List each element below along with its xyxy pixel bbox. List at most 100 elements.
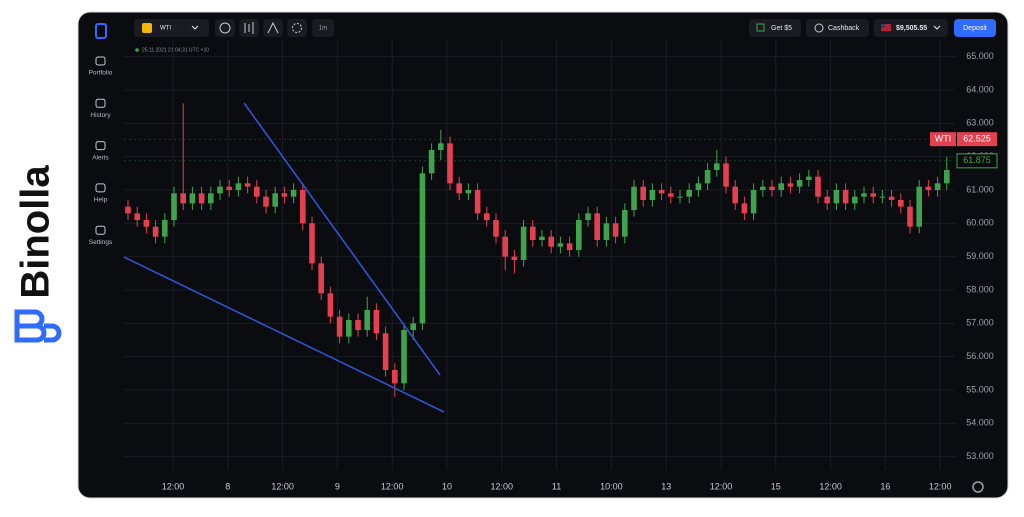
y-tick-label: 53.000 [966,451,994,461]
x-tick-label: 12:00 [819,481,842,491]
flag-canton [881,24,885,28]
candle-body [281,193,288,197]
nav-label[interactable]: Help [94,197,108,204]
candle-body [576,220,582,250]
candle-body [815,176,821,197]
timeframe-button[interactable] [312,19,334,37]
candle-body [695,183,702,190]
candle-body [898,200,904,207]
candle-body [244,183,251,187]
candle-body [787,183,794,187]
candle-body [125,206,131,214]
brand-icon [14,309,62,343]
candle-body [806,176,812,180]
candle-body [217,186,223,194]
candle-body [557,243,564,247]
asset-selector[interactable] [134,19,209,37]
balance-button[interactable] [874,19,948,37]
candle-body [852,196,858,204]
candle-body [723,163,729,187]
x-tick-label: 12:00 [929,481,952,491]
candle-body [861,193,867,197]
candle-body [640,186,646,200]
nav-icon [95,225,106,235]
price-tag: 61.875 [963,155,991,165]
nav-label[interactable]: Alerts [92,154,109,161]
x-tick-label: 12:00 [491,481,514,491]
y-tick-label: 64.000 [966,84,994,94]
y-tick-label: 65.000 [966,51,994,61]
info-button[interactable] [215,19,235,37]
candle-body [944,170,950,184]
candle-body [180,193,186,204]
nav-label[interactable]: Settings [89,239,113,246]
bonus-label: Get $5 [771,25,792,32]
cashback-button[interactable] [806,19,869,37]
candle-body [189,193,196,204]
candle-body [870,193,876,197]
candle-body [888,196,895,200]
y-tick-label: 57.000 [966,318,994,328]
candle-body [346,320,352,337]
y-tick-label: 58.000 [966,284,994,294]
candle-body [658,190,665,194]
candle-body [925,186,932,190]
candle-body [520,226,527,260]
candle-body [152,226,159,237]
candle-body [668,193,674,197]
x-tick-label: 12:00 [381,481,404,491]
draw-icon [267,21,279,34]
y-tick-label: 61.000 [966,184,994,194]
candle-body [465,190,472,194]
candle-body [364,310,370,330]
trend-line [123,256,445,413]
candle-body [134,213,140,220]
candle-body [916,186,922,227]
x-tick-label: 8 [225,481,230,491]
candle-icon [244,22,254,34]
candle-body [741,203,748,214]
candle-body [594,213,600,240]
candle-body [539,236,545,240]
nav-label[interactable]: History [90,112,111,119]
y-tick-label: 55.000 [966,384,994,394]
chart: 65.00064.00063.00062.00061.00060.00059.0… [124,40,998,491]
candle-body [778,183,784,190]
cashback-label: Cashback [828,25,860,32]
sidebar-logo [95,23,107,39]
app-frame [77,11,1009,499]
candle-body [842,190,849,204]
price-tag-symbol-bg [930,132,956,147]
draw-button[interactable] [263,19,283,37]
candle-body [300,190,306,224]
candle-body [327,293,334,317]
topbar: WTI 1m Get $5 Cashback $9,505.55 Deposit [134,19,996,37]
candle-body [732,186,738,204]
candle-body [456,183,462,194]
candle-body [704,170,711,184]
deposit-button[interactable] [954,19,996,37]
candle-body [392,370,398,384]
candle-body [254,186,260,197]
candle-body [907,206,913,227]
candle-body [796,180,803,187]
timeframe: 1m [319,26,327,32]
price-tag-bg [957,132,997,147]
candle-body [631,186,637,210]
price-tag: 62.525 [963,134,991,144]
candle-body [382,333,389,370]
cashback-icon [814,23,824,33]
candle-body [502,236,508,257]
candle-body [493,220,499,237]
indicator-button[interactable] [287,19,307,37]
y-tick-label: 59.000 [966,251,994,261]
candle-body [649,190,656,200]
settings-gear[interactable] [972,481,984,493]
candle-body [309,223,315,264]
timestamp: 25.11.2021 21:04:31 UTC +10 [142,47,209,53]
nav-label[interactable]: Portfolio [89,70,113,77]
balance: $9,505.55 [896,25,927,32]
x-tick-label: 13 [661,481,671,491]
